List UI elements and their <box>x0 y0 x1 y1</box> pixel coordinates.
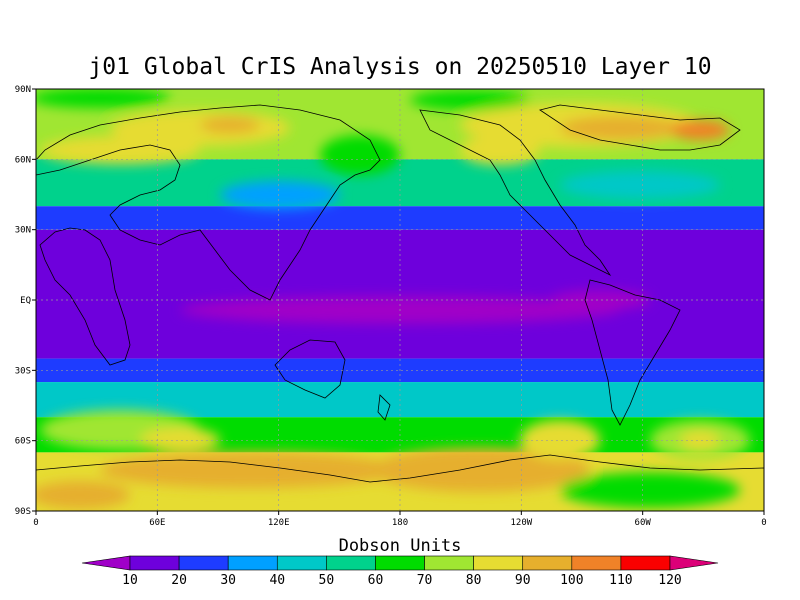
colorbar-swatch <box>522 555 573 571</box>
colorbar-label: 50 <box>319 573 335 588</box>
lon-tick-label: 120W <box>510 518 532 528</box>
colorbar-label: 30 <box>220 573 236 588</box>
new-zealand-coast <box>377 394 391 421</box>
arctic-islands-coast <box>539 104 741 151</box>
south-america-coast <box>584 279 681 426</box>
lat-tick-label: 90S <box>15 507 31 517</box>
lon-tick-label: 0 <box>33 518 38 528</box>
colorbar-swatch <box>178 555 229 571</box>
field-blob <box>36 481 130 509</box>
colorbar-swatch <box>424 555 474 571</box>
lon-tick-label: 180 <box>392 518 408 528</box>
colorbar-label: 10 <box>122 573 138 588</box>
colorbar-swatch <box>276 555 327 571</box>
lat-tick-label: 30S <box>15 366 31 376</box>
field-blob <box>460 135 540 165</box>
lon-tick-label: 0 <box>761 518 766 528</box>
field-blob <box>200 117 260 133</box>
latitude-axis: 90N 60N 30N EQ 30S 60S 90S <box>15 85 36 517</box>
lat-tick-label: 60S <box>15 437 31 447</box>
field-band <box>36 206 764 230</box>
colorbar-min-arrow <box>81 555 131 571</box>
field-blob <box>520 420 600 460</box>
field-blob <box>670 120 730 140</box>
lat-tick-label: 60N <box>15 155 31 165</box>
field-blob <box>410 90 530 110</box>
colorbar-label: 20 <box>171 573 187 588</box>
lon-tick-label: 60E <box>149 518 165 528</box>
field-blob <box>140 428 220 452</box>
field-blob <box>680 431 720 449</box>
colorbar-label: 100 <box>560 573 583 588</box>
lon-tick-label: 60W <box>635 518 652 528</box>
colorbar-title: Dobson Units <box>338 536 462 556</box>
lat-tick-label: 30N <box>15 226 31 236</box>
field-blob <box>560 472 740 508</box>
colorbar-label: 120 <box>658 573 681 588</box>
ozone-field <box>36 89 764 511</box>
field-blob <box>560 116 680 140</box>
colorbar: 10 20 30 40 50 60 70 80 90 100 110 120 <box>81 555 719 588</box>
field-blob <box>220 181 340 209</box>
colorbar-swatch <box>571 555 622 571</box>
colorbar-label: 110 <box>609 573 632 588</box>
colorbar-label: 70 <box>417 573 433 588</box>
lat-tick-label: EQ <box>20 296 31 306</box>
colorbar-label: 60 <box>368 573 384 588</box>
colorbar-swatch <box>129 555 180 571</box>
colorbar-swatch <box>375 555 425 571</box>
africa-coast <box>39 227 131 366</box>
field-blob <box>100 452 400 488</box>
colorbar-swatch <box>326 555 376 571</box>
map-title: j01 Global CrIS Analysis on 20250510 Lay… <box>88 54 712 80</box>
longitude-axis: 0 60E 120E 180 120W 60W 0 <box>33 511 767 528</box>
coastlines <box>36 104 764 483</box>
australia-coast <box>274 339 346 399</box>
north-america-coast <box>419 109 612 277</box>
field-blob <box>550 290 650 310</box>
field-blob <box>560 171 720 199</box>
field-blob <box>36 89 170 108</box>
lat-tick-label: 90N <box>15 85 31 95</box>
colorbar-swatch <box>473 555 524 571</box>
field-blob <box>370 448 590 492</box>
antarctica-coast <box>36 454 764 483</box>
colorbar-label: 80 <box>466 573 482 588</box>
colorbar-max-arrow <box>669 555 719 571</box>
field-blob <box>320 135 400 175</box>
eurasia-coast <box>36 104 381 301</box>
colorbar-label: 40 <box>269 573 285 588</box>
lon-tick-label: 120E <box>268 518 290 528</box>
colorbar-label: 90 <box>515 573 531 588</box>
colorbar-swatch <box>227 555 278 571</box>
map-grid <box>36 89 764 511</box>
colorbar-swatch <box>620 555 671 571</box>
